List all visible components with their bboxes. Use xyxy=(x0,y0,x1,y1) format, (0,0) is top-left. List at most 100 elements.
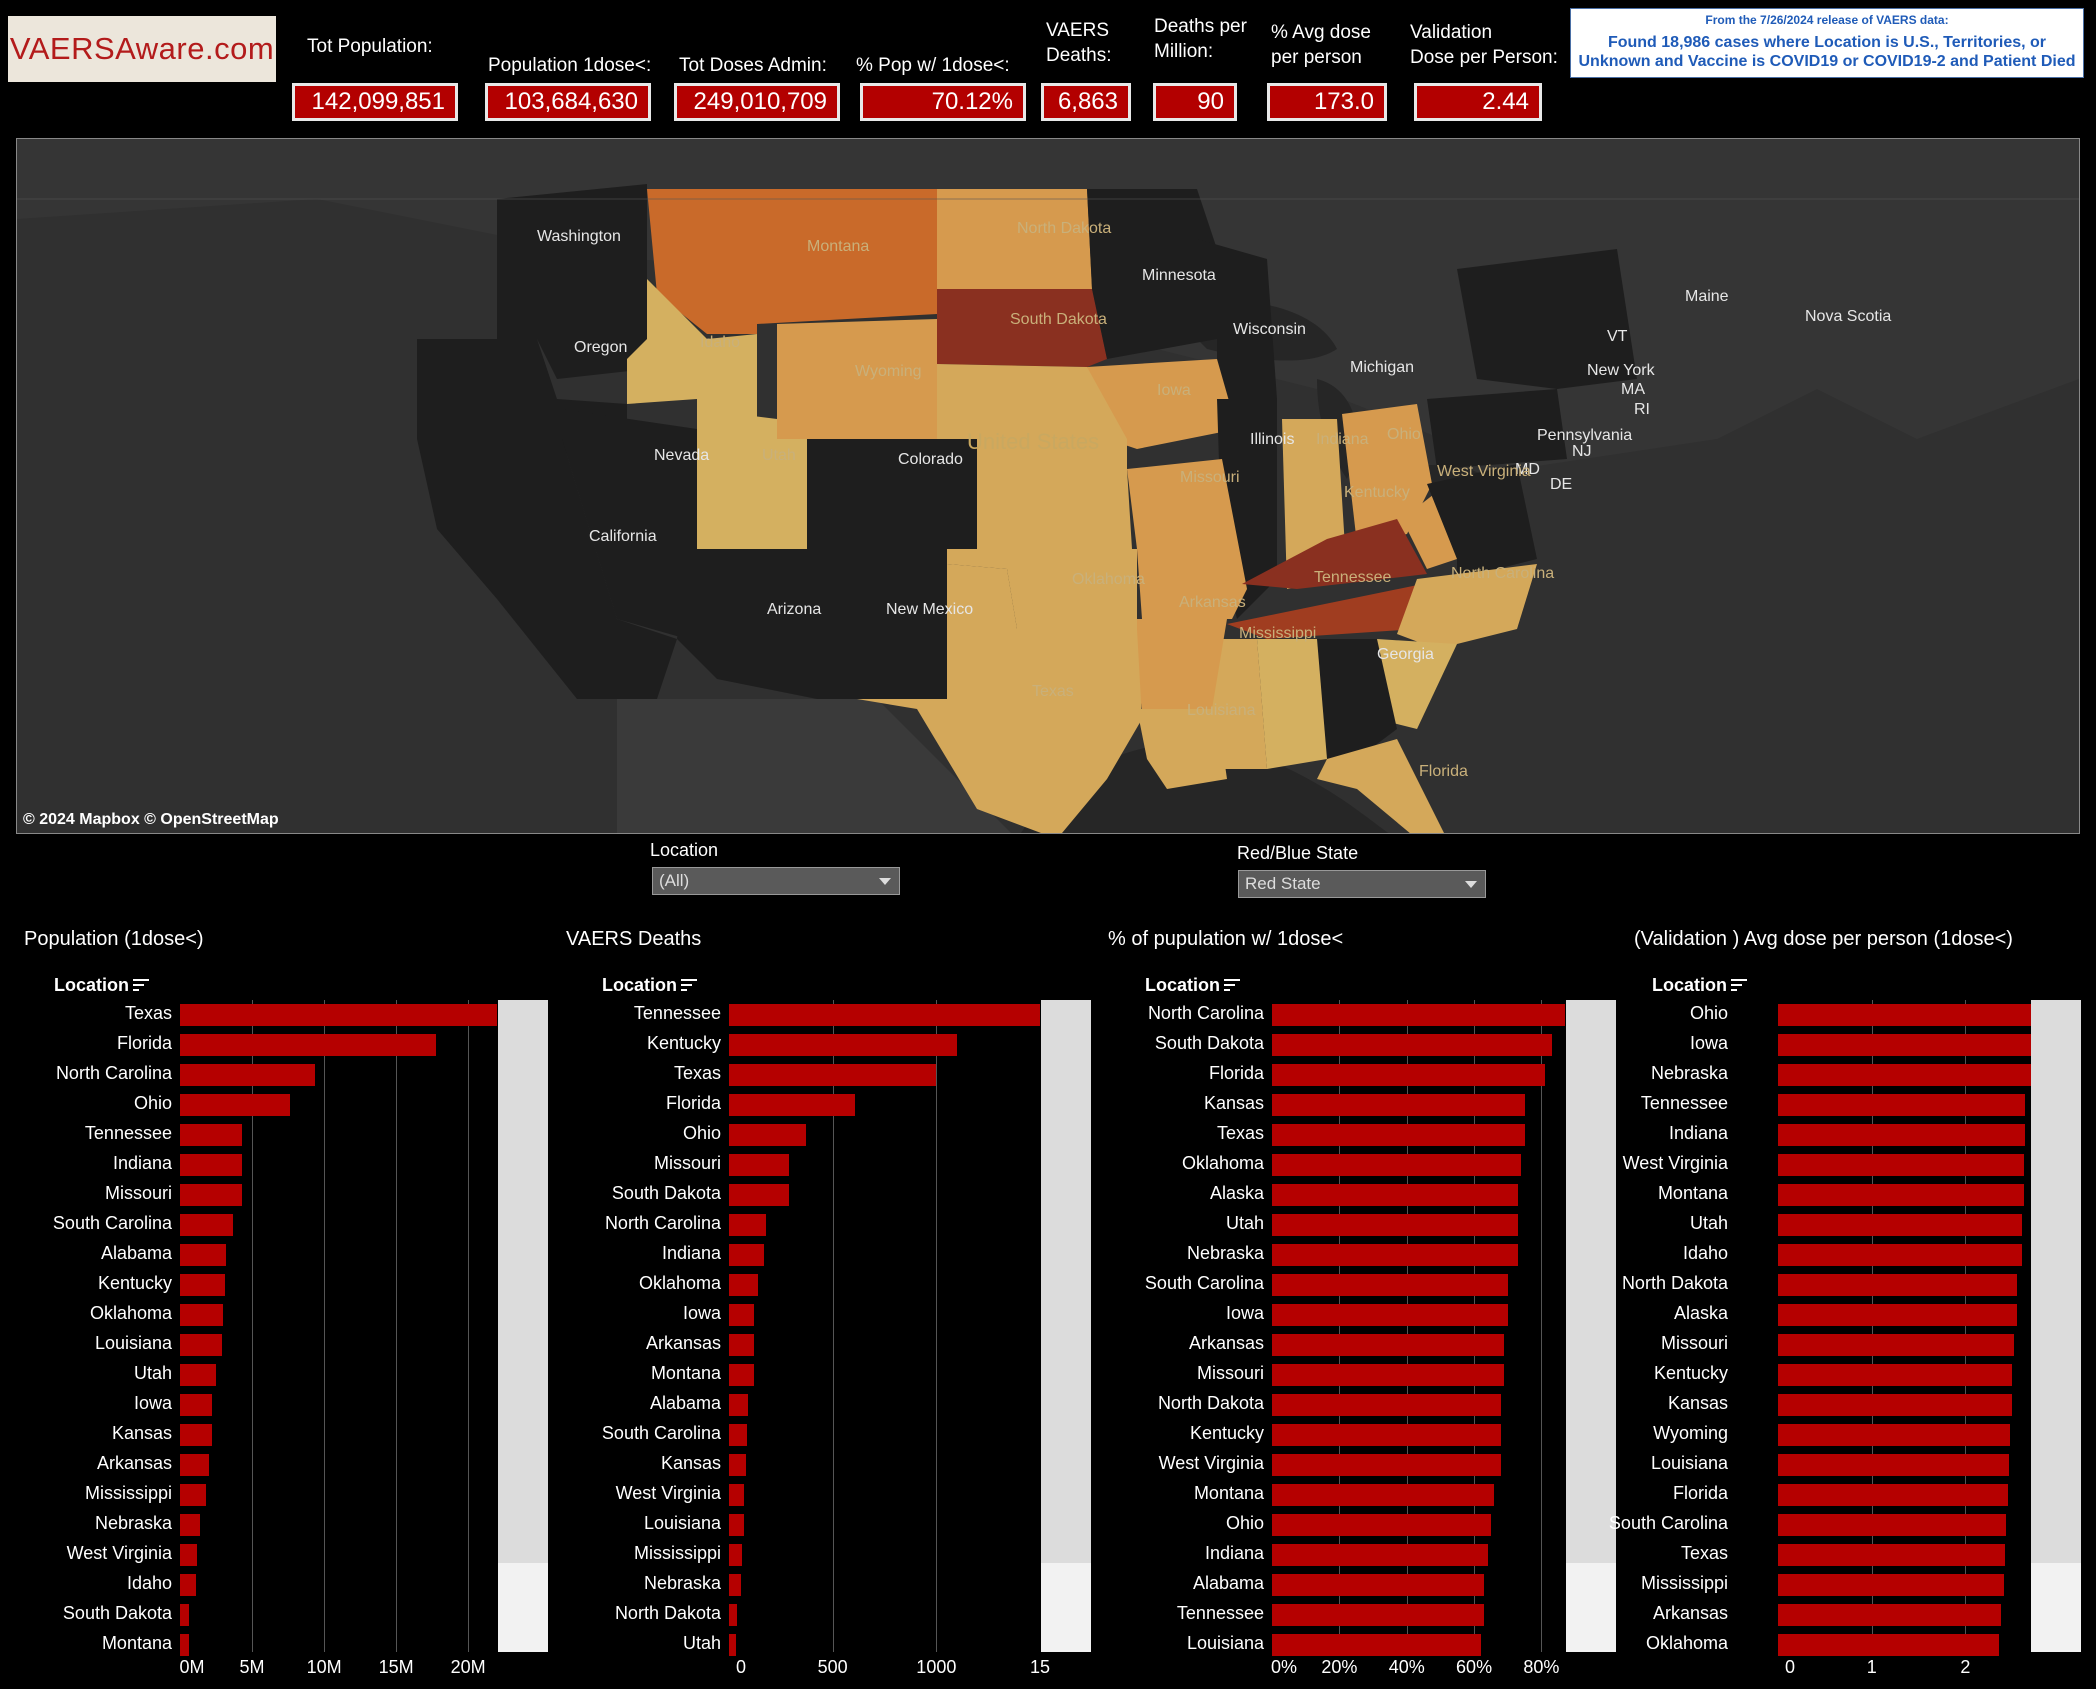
bar[interactable] xyxy=(180,1004,497,1026)
vertical-scrollbar[interactable] xyxy=(1041,1000,1091,1652)
bar[interactable] xyxy=(1272,1364,1505,1386)
bar[interactable] xyxy=(180,1334,222,1356)
bar[interactable] xyxy=(1778,1154,2025,1176)
bar[interactable] xyxy=(180,1484,206,1506)
bar-category-label[interactable]: North Dakota xyxy=(614,1603,721,1623)
bar-category-label[interactable]: West Virginia xyxy=(1158,1453,1264,1473)
bar[interactable] xyxy=(729,1274,759,1296)
bar[interactable] xyxy=(1272,1274,1508,1296)
bar-category-label[interactable]: Arkansas xyxy=(1188,1333,1264,1353)
bar[interactable] xyxy=(1272,1094,1525,1116)
bar-category-label[interactable]: Utah xyxy=(1225,1213,1264,1233)
bar[interactable] xyxy=(180,1034,437,1056)
bar[interactable] xyxy=(1778,1004,2031,1026)
bar-category-label[interactable]: Alabama xyxy=(649,1393,721,1413)
bar[interactable] xyxy=(1778,1424,2011,1446)
bar-category-label[interactable]: Tennessee xyxy=(633,1003,721,1023)
bar[interactable] xyxy=(1272,1484,1495,1506)
bar[interactable] xyxy=(1272,1454,1501,1476)
bar-category-label[interactable]: Kansas xyxy=(1667,1393,1728,1413)
bar-category-label[interactable]: Kentucky xyxy=(1653,1363,1728,1383)
bar[interactable] xyxy=(180,1454,209,1476)
bar[interactable] xyxy=(1778,1244,2022,1266)
bar[interactable] xyxy=(1272,1514,1491,1536)
us-state-map[interactable]: United States Washington Montana North Dak… xyxy=(16,138,2080,834)
bar[interactable] xyxy=(1272,1634,1481,1656)
bar[interactable] xyxy=(729,1034,958,1056)
bar-category-label[interactable]: Alabama xyxy=(1192,1573,1264,1593)
chevron-down-icon[interactable] xyxy=(879,878,891,885)
bar[interactable] xyxy=(1272,1394,1501,1416)
bar-category-label[interactable]: South Carolina xyxy=(1144,1273,1264,1293)
bar[interactable] xyxy=(729,1094,856,1116)
bar[interactable] xyxy=(729,1304,754,1326)
bar-category-label[interactable]: North Carolina xyxy=(1147,1003,1264,1023)
bar[interactable] xyxy=(180,1514,201,1536)
bar-category-label[interactable]: Texas xyxy=(124,1003,172,1023)
bar[interactable] xyxy=(1778,1604,2001,1626)
bar-category-label[interactable]: Florida xyxy=(1672,1483,1728,1503)
bar-category-label[interactable]: Kansas xyxy=(111,1423,172,1443)
bar-category-label[interactable]: Mississippi xyxy=(1640,1573,1728,1593)
bar-category-label[interactable]: Utah xyxy=(1689,1213,1728,1233)
bar[interactable] xyxy=(1778,1034,2031,1056)
bar-category-label[interactable]: North Dakota xyxy=(1621,1273,1728,1293)
bar-category-label[interactable]: Indiana xyxy=(1204,1543,1264,1563)
bar[interactable] xyxy=(180,1364,217,1386)
bar-category-label[interactable]: South Carolina xyxy=(52,1213,172,1233)
bar[interactable] xyxy=(1272,1424,1501,1446)
bar-category-label[interactable]: Mississippi xyxy=(633,1543,721,1563)
vertical-scrollbar[interactable] xyxy=(498,1000,548,1652)
bar[interactable] xyxy=(729,1574,742,1596)
scrollbar-thumb[interactable] xyxy=(498,1000,548,1563)
bar[interactable] xyxy=(729,1124,806,1146)
bar[interactable] xyxy=(180,1154,242,1176)
bar[interactable] xyxy=(729,1154,790,1176)
bar-category-label[interactable]: South Dakota xyxy=(611,1183,721,1203)
bar-category-label[interactable]: Tennessee xyxy=(84,1123,172,1143)
bar[interactable] xyxy=(729,1364,754,1386)
bar-category-label[interactable]: Louisiana xyxy=(94,1333,172,1353)
bar[interactable] xyxy=(180,1064,316,1086)
bar-category-label[interactable]: Alaska xyxy=(1673,1303,1728,1323)
bar[interactable] xyxy=(1778,1094,2026,1116)
bar[interactable] xyxy=(1778,1184,2025,1206)
bar[interactable] xyxy=(729,1544,743,1566)
bar-category-label[interactable]: Oklahoma xyxy=(89,1303,172,1323)
bar-category-label[interactable]: North Carolina xyxy=(604,1213,721,1233)
map-attribution[interactable]: © 2024 Mapbox © OpenStreetMap xyxy=(23,811,279,828)
bar[interactable] xyxy=(180,1574,196,1596)
bar-category-label[interactable]: Indiana xyxy=(112,1153,172,1173)
bar[interactable] xyxy=(180,1274,225,1296)
bar-category-label[interactable]: South Carolina xyxy=(601,1423,721,1443)
bar-category-label[interactable]: Florida xyxy=(116,1033,172,1053)
bar[interactable] xyxy=(180,1394,212,1416)
bar-category-label[interactable]: Ohio xyxy=(133,1093,172,1113)
scrollbar-thumb[interactable] xyxy=(1566,1000,1616,1563)
bar-category-label[interactable]: Montana xyxy=(1193,1483,1264,1503)
bar[interactable] xyxy=(180,1304,224,1326)
bar-category-label[interactable]: Florida xyxy=(665,1093,721,1113)
bar[interactable] xyxy=(729,1244,765,1266)
vertical-scrollbar[interactable] xyxy=(1566,1000,1616,1652)
bar[interactable] xyxy=(729,1064,937,1086)
bar-category-label[interactable]: Missouri xyxy=(1660,1333,1728,1353)
bar[interactable] xyxy=(180,1544,198,1566)
bar[interactable] xyxy=(1272,1304,1508,1326)
map-canvas[interactable]: United States Washington Montana North Dak… xyxy=(17,139,2079,833)
scrollbar-thumb[interactable] xyxy=(2031,1000,2081,1563)
bar-category-label[interactable]: Missouri xyxy=(104,1183,172,1203)
bar[interactable] xyxy=(1778,1514,2006,1536)
chevron-down-icon[interactable] xyxy=(1465,881,1477,888)
bar[interactable] xyxy=(1778,1124,2026,1146)
bar[interactable] xyxy=(729,1484,744,1506)
bar[interactable] xyxy=(729,1004,1040,1026)
bar-category-label[interactable]: Idaho xyxy=(1682,1243,1728,1263)
bar[interactable] xyxy=(1272,1124,1525,1146)
bar-category-label[interactable]: Nebraska xyxy=(94,1513,172,1533)
bar-category-label[interactable]: Nebraska xyxy=(1186,1243,1264,1263)
bar-category-label[interactable]: Montana xyxy=(1657,1183,1728,1203)
bar[interactable] xyxy=(1272,1004,1565,1026)
state-shapes[interactable] xyxy=(417,184,1637,833)
bar[interactable] xyxy=(180,1424,212,1446)
